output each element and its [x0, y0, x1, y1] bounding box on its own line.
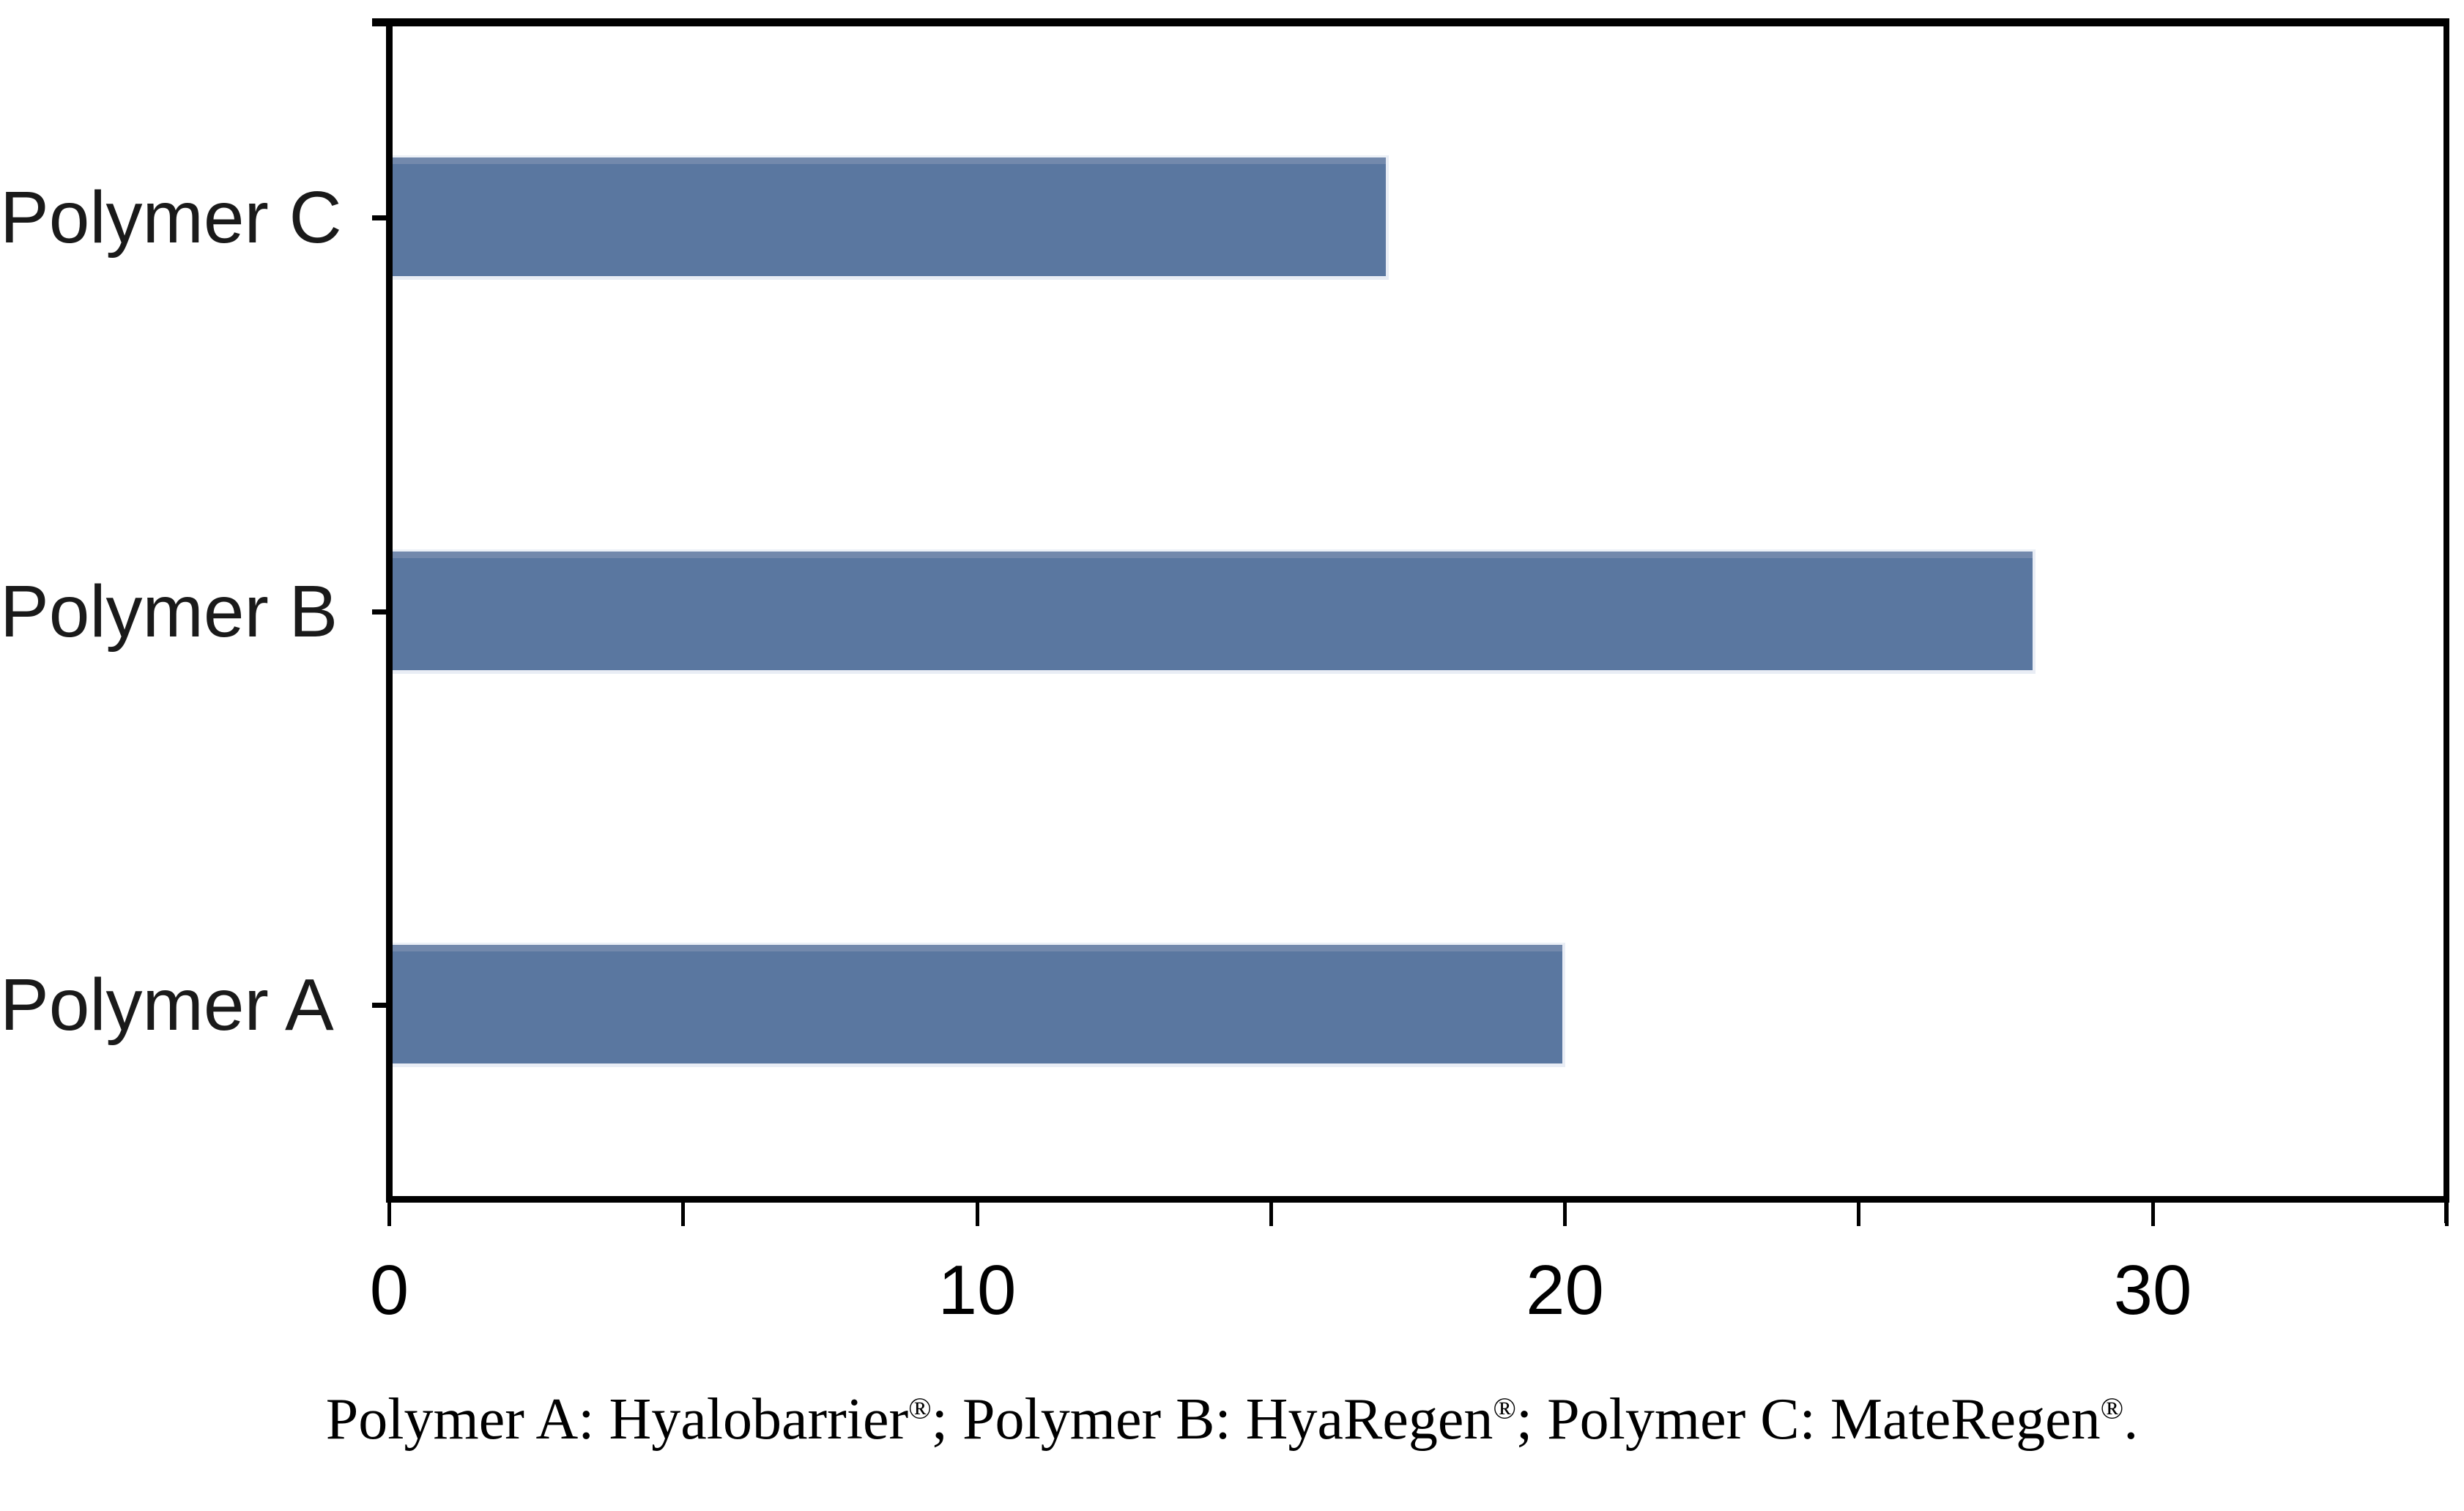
x-axis-tick-label-0: 0	[369, 1251, 409, 1329]
bar-polymer-a	[393, 943, 1565, 1067]
x-axis-line	[386, 1196, 2449, 1203]
x-axis-tick-15	[1269, 1203, 1273, 1226]
x-axis-tick-10	[975, 1203, 979, 1226]
caption-text-segment: ; Polymer C: MateRegen	[1515, 1387, 2101, 1452]
bar-polymer-b	[393, 549, 2036, 674]
registered-trademark-symbol: ®	[908, 1391, 932, 1425]
y-axis-tick-polymer-b	[372, 609, 393, 615]
y-axis-tick-polymer-a	[372, 1003, 393, 1008]
y-axis-label-polymer-b: Polymer B	[0, 571, 338, 653]
x-axis-tick-25	[1857, 1203, 1861, 1226]
figure-caption: Polymer A: Hyalobarrier®; Polymer B: Hya…	[0, 1386, 2464, 1453]
caption-text-segment: .	[2123, 1387, 2139, 1452]
plot-top-border	[372, 18, 2449, 26]
x-axis-tick-label-20: 20	[1526, 1251, 1604, 1329]
x-axis-tick-label-10: 10	[938, 1251, 1017, 1329]
y-axis-label-polymer-c: Polymer C	[0, 177, 342, 259]
bar-polymer-c	[393, 155, 1389, 280]
y-axis-label-polymer-a: Polymer A	[0, 964, 334, 1046]
x-axis-tick-35	[2444, 1203, 2449, 1226]
registered-trademark-symbol: ®	[1493, 1391, 1516, 1425]
x-axis-tick-5	[681, 1203, 686, 1226]
x-axis-tick-20	[1563, 1203, 1567, 1226]
x-axis-tick-30	[2151, 1203, 2155, 1226]
caption-text-segment: Polymer A: Hyalobarrier	[325, 1387, 909, 1452]
x-axis-tick-0	[387, 1203, 391, 1226]
x-axis-tick-label-30: 30	[2113, 1251, 2192, 1329]
y-axis-tick-polymer-c	[372, 215, 393, 220]
caption-text-segment: ; Polymer B: HyaRegen	[931, 1387, 1493, 1452]
registered-trademark-symbol: ®	[2100, 1391, 2124, 1425]
plot-right-border	[2443, 18, 2449, 1203]
